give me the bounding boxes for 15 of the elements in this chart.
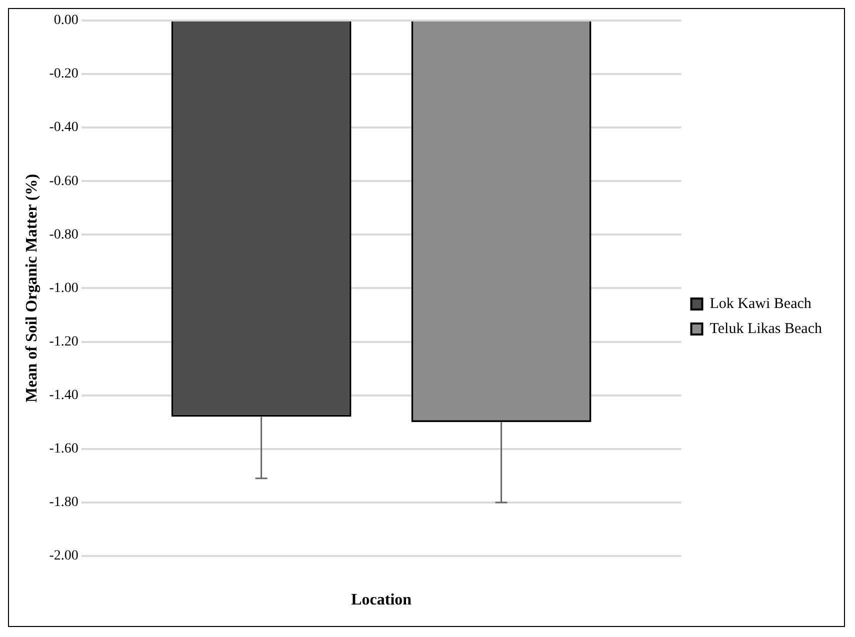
y-tick-label: -1.00 [49,280,78,296]
x-axis-title: Location [351,592,412,609]
y-tick-label: -1.20 [49,334,78,350]
y-tick-label: -1.60 [49,442,78,457]
y-tick-label: 0.00 [54,13,78,28]
legend-label: Lok Kawi Beach [710,296,812,312]
y-tick-label: -0.40 [49,120,78,136]
y-tick-label: -2.00 [49,548,78,564]
y-axis-title: Mean of Soil Organic Matter (%) [24,174,41,402]
y-tick-label: -1.80 [49,495,78,510]
legend-label: Teluk Likas Beach [710,320,822,337]
y-tick-label: -1.40 [49,388,78,403]
y-tick-label: -0.80 [49,227,78,242]
y-tick-label: -0.60 [49,174,78,189]
y-tick-label: -0.20 [49,66,78,82]
